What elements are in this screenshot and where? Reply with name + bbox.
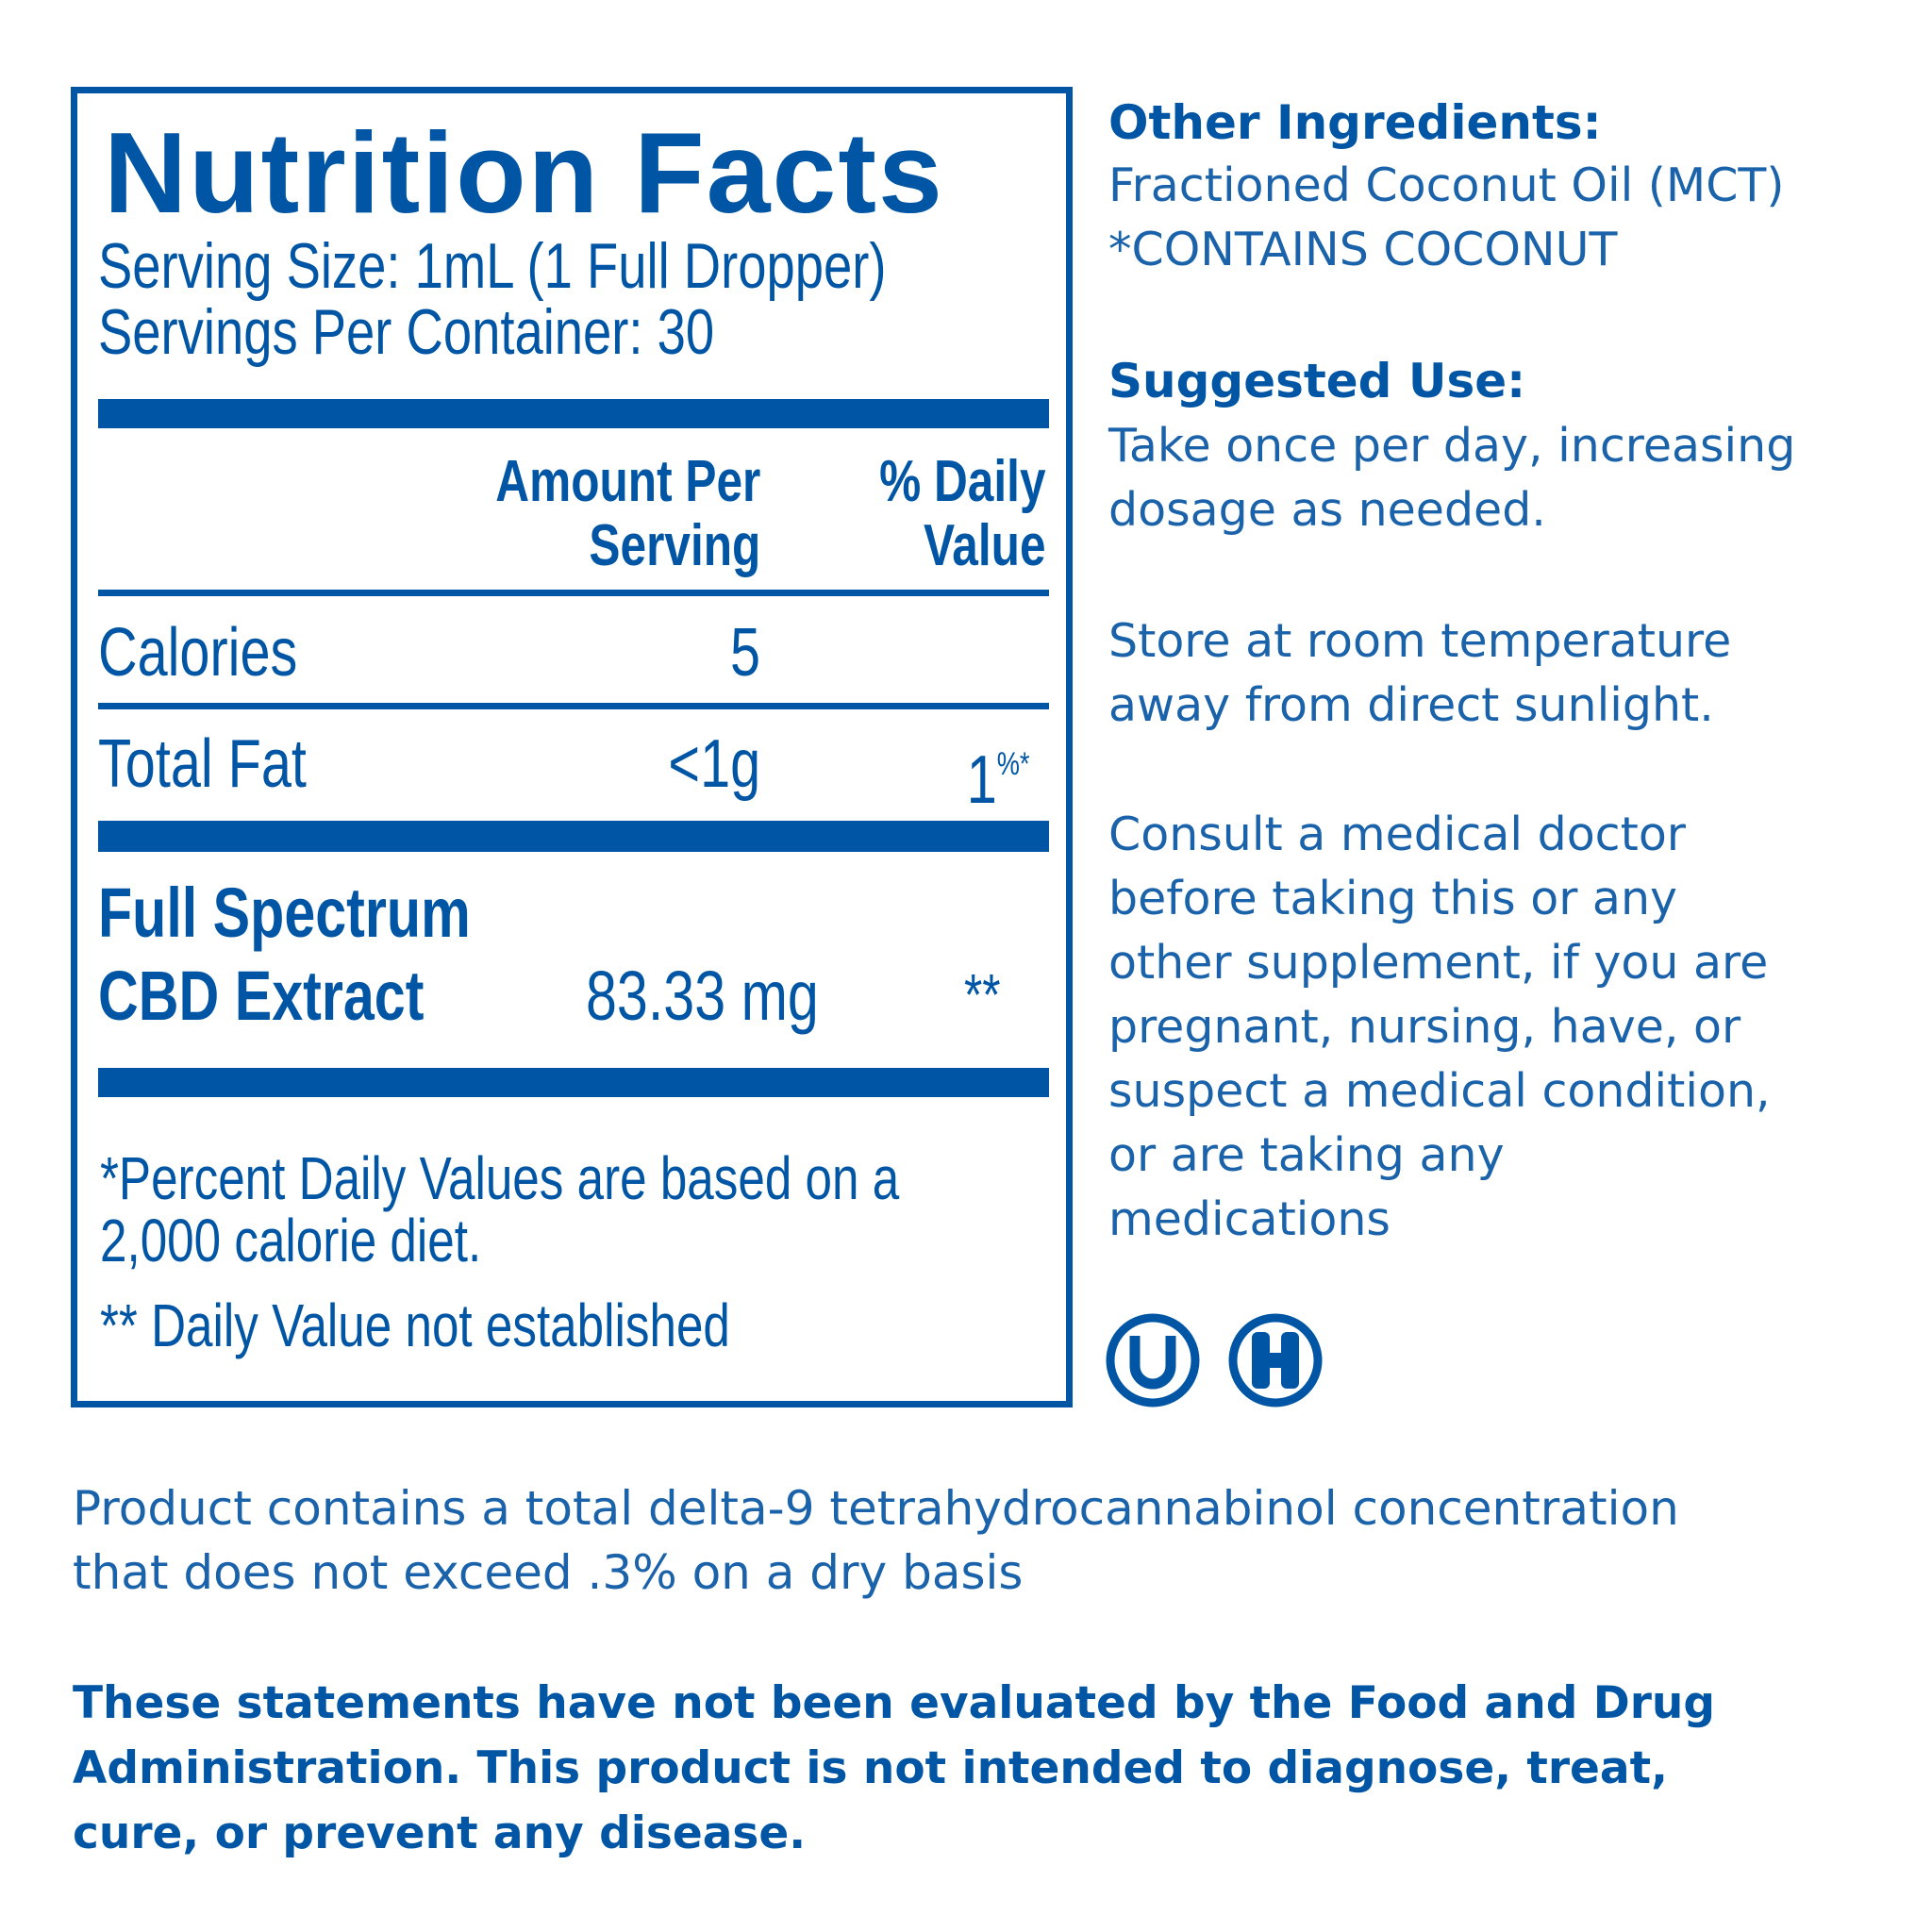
header-amount-line2: Serving: [589, 513, 760, 578]
storage-line: Store at room temperature: [1108, 614, 1732, 668]
thc-statement: Product contains a total delta-9 tetrahy…: [73, 1476, 1679, 1605]
thc-line: that does not exceed .3% on a dry basis: [73, 1545, 1024, 1600]
halal-h-icon: [1228, 1313, 1323, 1407]
header-dv-line2: Value: [924, 513, 1046, 578]
footnote-line2: 2,000 calorie diet.: [100, 1207, 482, 1274]
total-fat-amount: <1g: [668, 726, 760, 802]
warning-line: Consult a medical doctor: [1108, 808, 1686, 861]
kosher-u-icon: [1106, 1313, 1200, 1407]
warning-line: or are taking any: [1108, 1128, 1505, 1182]
ingredient-line: Fractioned Coconut Oil (MCT): [1108, 158, 1785, 212]
calories-amount: 5: [729, 615, 760, 691]
header-amount: Amount Per Serving: [495, 450, 760, 578]
divider-thick: [98, 1068, 1049, 1097]
fda-line: cure, or prevent any disease.: [73, 1807, 807, 1859]
panel-title: Nutrition Facts: [104, 108, 944, 237]
header-amount-line1: Amount Per: [494, 449, 760, 514]
cbd-amount: 83.33 mg: [586, 957, 819, 1035]
suggested-use: Take once per day, increasing dosage as …: [1108, 414, 1795, 542]
thc-line: Product contains a total delta-9 tetrahy…: [73, 1481, 1679, 1536]
divider-thick: [98, 821, 1049, 852]
divider-thick: [98, 399, 1049, 428]
cbd-dv: **: [964, 963, 1001, 1028]
total-fat-dv-value: 1: [967, 742, 998, 818]
divider-thin: [98, 590, 1049, 596]
footnote-line1: *Percent Daily Values are based on a: [100, 1144, 900, 1212]
fda-disclaimer: These statements have not been evaluated…: [73, 1671, 1715, 1866]
cbd-label-line1: Full Spectrum: [98, 874, 471, 952]
suggested-use-line: Take once per day, increasing: [1108, 419, 1796, 473]
warning-line: medications: [1108, 1192, 1391, 1246]
footnote-daily-value: ** Daily Value not established: [100, 1291, 730, 1359]
warning-line: suspect a medical condition,: [1108, 1064, 1771, 1118]
header-dv-line1: % Daily: [879, 449, 1046, 514]
nutrition-facts-panel: [71, 87, 1073, 1407]
fda-line: These statements have not been evaluated…: [73, 1677, 1716, 1729]
header-daily-value: % Daily Value: [880, 450, 1046, 578]
total-fat-label: Total Fat: [98, 726, 307, 802]
serving-size: Serving Size: 1mL (1 Full Dropper): [98, 230, 887, 302]
ingredient-line: *CONTAINS COCONUT: [1108, 223, 1618, 276]
calories-label: Calories: [98, 615, 298, 691]
fda-line: Administration. This product is not inte…: [73, 1742, 1668, 1794]
warning-line: pregnant, nursing, have, or: [1108, 1000, 1741, 1054]
storage-instructions: Store at room temperature away from dire…: [1108, 609, 1731, 738]
total-fat-dv-sup: %*: [997, 746, 1030, 782]
other-ingredients-title: Other Ingredients:: [1108, 95, 1602, 150]
divider-thin: [98, 703, 1049, 709]
warning-line: before taking this or any: [1108, 872, 1678, 925]
total-fat-dv: 1%*: [967, 726, 1030, 818]
storage-line: away from direct sunlight.: [1108, 678, 1714, 732]
suggested-use-line: dosage as needed.: [1108, 483, 1546, 537]
cbd-label-line2: CBD Extract: [98, 957, 425, 1035]
warning-line: other supplement, if you are: [1108, 936, 1769, 990]
suggested-use-title: Suggested Use:: [1108, 354, 1526, 408]
servings-per-container: Servings Per Container: 30: [98, 296, 715, 368]
medical-warning: Consult a medical doctor before taking t…: [1108, 803, 1771, 1252]
other-ingredients: Fractioned Coconut Oil (MCT) *CONTAINS C…: [1108, 154, 1784, 282]
